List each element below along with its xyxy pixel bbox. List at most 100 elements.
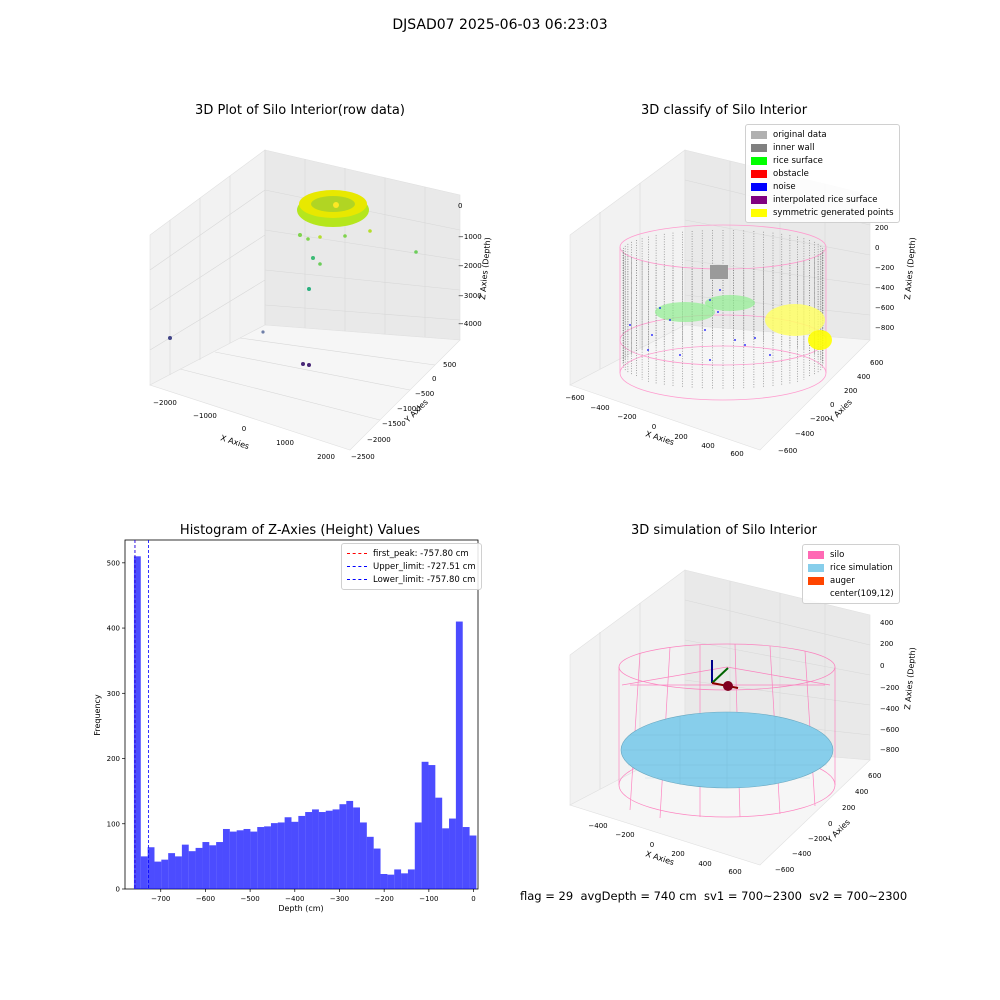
raw-z-tick-labels: 0 −1000 −2000 −3000 −4000 — [458, 202, 482, 328]
raw-3d-gridlines — [149, 150, 461, 421]
classify-zlabel: Z Axies (Depth) — [903, 237, 917, 300]
raw-ytick: 500 — [443, 361, 456, 369]
classify-ytick: −400 — [795, 430, 814, 438]
legend-swatch — [808, 590, 824, 598]
histogram-bar — [257, 827, 265, 889]
histogram-bars — [133, 556, 477, 889]
histogram-bar — [449, 818, 456, 889]
histogram-bar — [387, 874, 395, 889]
histogram-title: Histogram of Z-Axies (Height) Values — [179, 523, 421, 538]
simulation-x-tick-labels: −400 −200 0 200 400 600 — [588, 822, 741, 876]
raw-ztick: −2000 — [458, 262, 482, 270]
histogram-y-ticks: 0 100 200 300 400 500 — [107, 559, 125, 894]
histogram-xtick-label: 0 — [471, 895, 475, 903]
legend-label: rice simulation — [830, 562, 893, 573]
histogram-vlines — [134, 540, 149, 889]
raw-ytick: −1500 — [382, 420, 406, 428]
histogram-chart[interactable]: −700 −600 −500 −400 −300 −200 −100 0 0 100 200 300… — [90, 535, 490, 920]
simulation-rice-mesh — [623, 712, 832, 788]
simulation-3d-plot[interactable]: −400 −200 0 200 400 600 X Axies 600 400 … — [560, 560, 920, 885]
legend-item-rice-surface: rice surface — [751, 154, 894, 167]
legend-item-original-data: original data — [751, 128, 894, 141]
legend-label: obstacle — [773, 168, 809, 179]
raw-ztick: 0 — [458, 202, 462, 210]
histogram-ytick-label: 300 — [107, 690, 120, 698]
histogram-ytick-label: 0 — [116, 886, 120, 894]
legend-label: rice surface — [773, 155, 823, 166]
legend-item-symmetric: symmetric generated points — [751, 206, 894, 219]
histogram-bar — [428, 765, 436, 889]
classify-ztick: 0 — [875, 244, 879, 252]
histogram-bar — [168, 853, 176, 889]
histogram-bar — [216, 842, 223, 889]
legend-item-center: center(109,12) — [808, 587, 894, 600]
histogram-bar — [394, 869, 402, 889]
histogram-bar — [236, 830, 244, 889]
classify-ztick: −400 — [875, 284, 894, 292]
sim-ytick: −200 — [808, 835, 827, 843]
histogram-bar — [181, 844, 189, 889]
histogram-bar — [264, 826, 271, 889]
classify-xtick: −600 — [565, 394, 584, 402]
histogram-bar — [284, 817, 292, 889]
raw-ztick: −4000 — [458, 320, 482, 328]
raw-zlabel: Z Axies (Depth) — [478, 237, 492, 300]
sim-xtick: 0 — [650, 841, 654, 849]
classify-xtick: −200 — [617, 413, 636, 421]
sim-xtick: 200 — [671, 850, 684, 858]
histogram-ytick-label: 100 — [107, 820, 120, 828]
sim-ytick: 200 — [842, 804, 855, 812]
simulation-silo-wireframe — [618, 643, 836, 819]
classify-z-tick-labels: 200 0 −200 −400 −600 −800 — [875, 224, 894, 332]
histogram-ytick-label: 500 — [107, 559, 120, 567]
classify-rice-surface — [655, 265, 832, 350]
classify-plot-title: 3D classify of Silo Interior — [640, 103, 808, 118]
histogram-bar — [414, 822, 422, 889]
histogram-ytick-label: 200 — [107, 755, 120, 763]
simulation-auger-axes — [711, 660, 739, 691]
classify-legend: original data inner wall rice surface ob… — [745, 124, 900, 223]
legend-swatch — [751, 195, 767, 204]
histogram-bar — [353, 807, 360, 889]
legend-label: symmetric generated points — [773, 207, 894, 218]
simulation-z-tick-labels: 400 200 0 −200 −400 −600 −800 — [880, 619, 899, 754]
legend-label: inner wall — [773, 142, 815, 153]
legend-item-silo: silo — [808, 548, 894, 561]
sim-ytick: 400 — [855, 788, 868, 796]
histogram-xtick-label: −500 — [240, 895, 259, 903]
legend-item-obstacle: obstacle — [751, 167, 894, 180]
legend-label: Upper_limit: -727.51 cm — [373, 561, 476, 572]
histogram-bar — [373, 848, 381, 889]
histogram-bar — [305, 812, 313, 889]
histogram-bar — [332, 809, 340, 889]
legend-item-inner-wall: inner wall — [751, 141, 894, 154]
histogram-xtick-label: −300 — [330, 895, 349, 903]
histogram-bar — [154, 861, 162, 889]
legend-swatch — [808, 550, 824, 559]
classify-ytick: −600 — [778, 447, 797, 455]
classify-y-tick-labels: 600 400 200 0 −200 −400 −600 — [778, 359, 883, 455]
histogram-bar — [229, 831, 237, 889]
sim-ytick: 0 — [828, 820, 832, 828]
raw-xtick: −1000 — [193, 412, 217, 420]
sim-ztick: 400 — [880, 619, 893, 627]
legend-label: noise — [773, 181, 796, 192]
raw-ytick: −2500 — [351, 453, 375, 461]
sim-xtick: −200 — [615, 831, 634, 839]
histogram-bar — [188, 851, 196, 889]
histogram-xtick-label: −200 — [375, 895, 394, 903]
histogram-bar — [243, 828, 251, 889]
histogram-bar — [339, 804, 347, 889]
histogram-bar — [202, 842, 210, 889]
sim-zlabel: Z Axies (Depth) — [903, 647, 917, 710]
auger-marker — [723, 681, 733, 691]
raw-xlabel: X Axies — [219, 433, 250, 451]
classify-ztick: −800 — [875, 324, 894, 332]
raw-3d-plot[interactable]: −2000 −1000 0 1000 2000 X Axies 500 0 −5… — [140, 140, 500, 470]
legend-swatch — [751, 156, 767, 165]
classify-ytick: −200 — [810, 415, 829, 423]
histogram-bar — [298, 815, 306, 889]
classify-ztick: −600 — [875, 304, 894, 312]
simulation-y-tick-labels: 600 400 200 0 −200 −400 −600 — [775, 772, 881, 874]
classify-x-tick-labels: −600 −400 −200 0 200 400 600 — [565, 394, 743, 458]
